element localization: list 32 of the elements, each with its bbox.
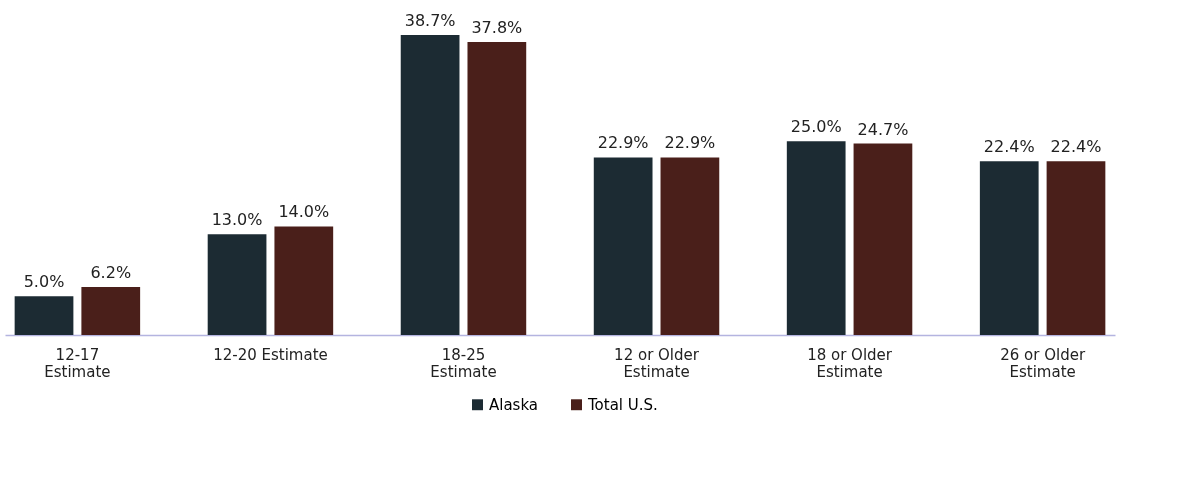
data-label: 22.9% — [597, 133, 649, 153]
bar — [274, 226, 334, 335]
bar — [400, 35, 460, 335]
data-label: 22.9% — [664, 133, 716, 153]
data-label: 14.0% — [278, 202, 330, 222]
legend-label: Total U.S. — [587, 395, 658, 414]
x-tick-label: 12-20 Estimate — [213, 345, 328, 364]
bar — [81, 286, 141, 335]
x-tick-label: 18 or Older Estimate — [807, 345, 893, 381]
legend-label: Alaska — [489, 395, 539, 414]
data-label: 22.4% — [983, 137, 1035, 157]
bar — [593, 157, 653, 335]
bar — [853, 143, 913, 335]
bar — [1046, 161, 1106, 335]
bar — [660, 157, 720, 335]
bar — [207, 234, 267, 335]
x-tick-label: 12-17 Estimate — [44, 345, 111, 381]
data-label: 5.0% — [23, 272, 65, 292]
bar — [14, 296, 74, 335]
data-label: 38.7% — [404, 11, 456, 30]
bar — [467, 41, 527, 335]
data-label: 37.8% — [471, 17, 523, 37]
bar — [979, 161, 1039, 335]
data-label: 13.0% — [211, 210, 263, 230]
x-tick-label: 26 or Older Estimate — [1000, 345, 1086, 381]
x-tick-label: 12 or Older Estimate — [614, 345, 700, 381]
data-label: 25.0% — [790, 117, 842, 137]
x-tick-label: 18-25 Estimate — [430, 345, 497, 381]
data-label: 6.2% — [90, 262, 132, 282]
data-label: 22.4% — [1050, 137, 1102, 157]
bar — [786, 141, 846, 335]
data-label: 24.7% — [857, 119, 909, 139]
